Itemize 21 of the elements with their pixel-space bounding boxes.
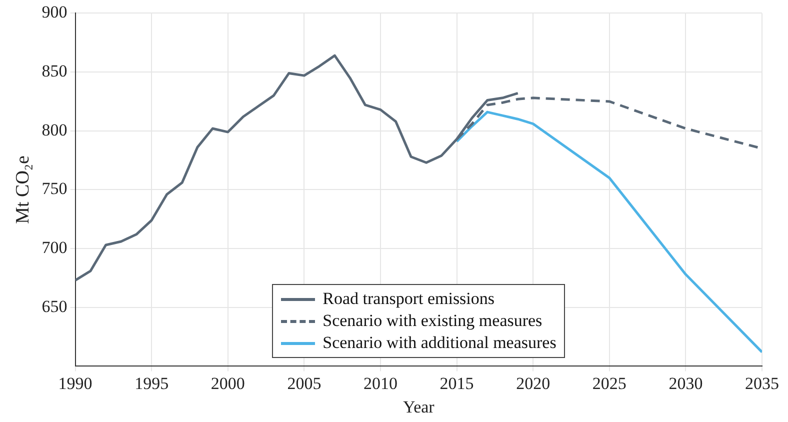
x-tick-label: 1995 bbox=[134, 374, 169, 393]
y-tick-label: 800 bbox=[42, 120, 68, 140]
x-tick-label: 1990 bbox=[58, 374, 92, 393]
x-axis-title: Year bbox=[402, 397, 435, 416]
x-tick-label: 2035 bbox=[745, 374, 779, 393]
x-tick-label: 2005 bbox=[287, 374, 322, 393]
y-axis-title: Mt CO₂e bbox=[12, 156, 34, 224]
legend-label: Road transport emissions bbox=[322, 289, 495, 310]
x-tick-label: 2020 bbox=[516, 374, 550, 393]
x-tick-label: 2010 bbox=[364, 374, 398, 393]
x-tick-label: 2025 bbox=[592, 374, 626, 393]
y-tick-label: 650 bbox=[42, 296, 68, 316]
legend-label: Scenario with existing measures bbox=[322, 311, 542, 332]
x-tick-label: 2015 bbox=[440, 374, 474, 393]
y-tick-label: 750 bbox=[42, 179, 68, 198]
x-tick-label: 2000 bbox=[210, 374, 245, 393]
y-tick-label: 700 bbox=[42, 238, 68, 257]
x-tick-label: 2030 bbox=[668, 374, 703, 393]
legend-label: Scenario with additional measures bbox=[322, 333, 556, 354]
y-tick-label: 900 bbox=[42, 2, 68, 22]
y-tick-label: 850 bbox=[42, 62, 68, 80]
